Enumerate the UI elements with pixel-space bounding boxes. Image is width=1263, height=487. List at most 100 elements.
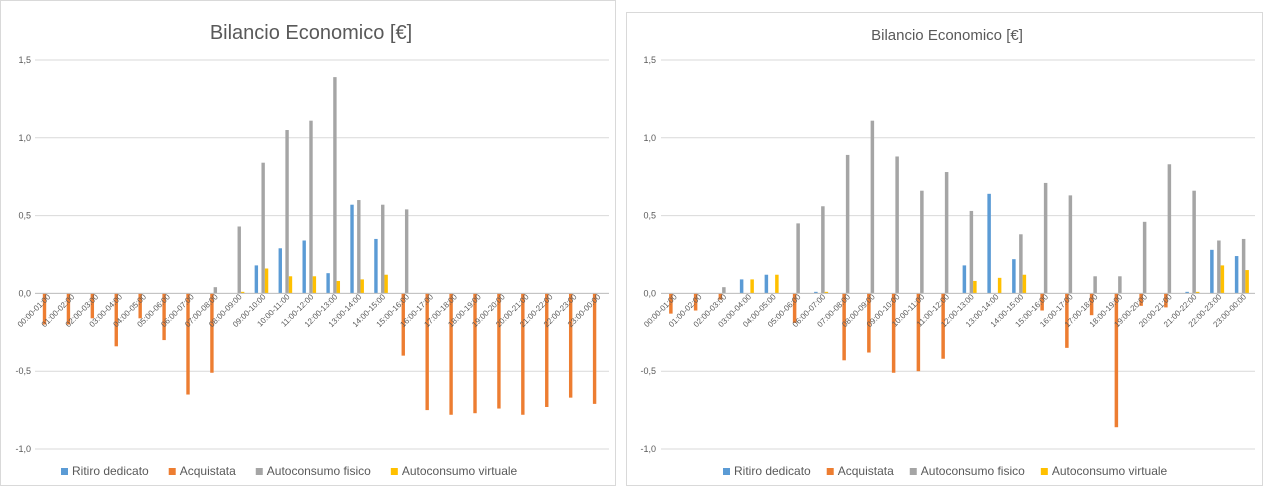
bar-ritiro-dedicato — [764, 274, 769, 294]
bar-ritiro-dedicato — [962, 265, 967, 294]
bar-acquistata — [162, 293, 166, 341]
bar-autoconsumo-fisico — [1093, 276, 1097, 294]
bar-autoconsumo-virtuale — [775, 274, 779, 294]
bar-acquistata — [473, 293, 477, 414]
legend-label: Acquistata — [838, 464, 894, 478]
legend-label: Autoconsumo fisico — [267, 464, 371, 478]
bar-acquistata — [401, 293, 405, 356]
bar-ritiro-dedicato — [987, 193, 991, 294]
bar-autoconsumo-fisico — [1019, 234, 1023, 294]
bar-autoconsumo-fisico — [722, 287, 726, 294]
bar-autoconsumo-virtuale — [973, 280, 977, 294]
bar-autoconsumo-virtuale — [312, 276, 317, 294]
bar-ritiro-dedicato — [1185, 291, 1189, 294]
bar-acquistata — [449, 293, 453, 415]
legend-label: Ritiro dedicato — [72, 464, 149, 478]
legend-label: Autoconsumo fisico — [921, 464, 1025, 478]
bar-autoconsumo-fisico — [969, 210, 974, 294]
bar-acquistata — [1065, 293, 1069, 348]
bar-ritiro-dedicato — [739, 279, 744, 294]
bar-acquistata — [568, 293, 573, 398]
bar-autoconsumo-virtuale — [240, 291, 245, 294]
bar-acquistata — [916, 293, 921, 372]
legend-label: Autoconsumo virtuale — [1052, 464, 1168, 478]
bar-acquistata — [842, 293, 846, 361]
bar-acquistata — [792, 293, 797, 323]
bar-autoconsumo-fisico — [1217, 240, 1221, 294]
bar-acquistata — [186, 293, 190, 395]
bar-acquistata — [545, 293, 549, 407]
y-tick-label: 1,0 — [18, 133, 31, 143]
bar-autoconsumo-fisico — [309, 120, 313, 294]
bar-acquistata — [1114, 293, 1119, 428]
bar-autoconsumo-fisico — [213, 287, 218, 294]
legend-swatch — [168, 468, 176, 475]
bar-autoconsumo-fisico — [870, 120, 875, 294]
bar-acquistata — [1040, 293, 1044, 311]
bar-autoconsumo-virtuale — [384, 274, 388, 294]
bar-ritiro-dedicato — [374, 238, 378, 294]
bar-autoconsumo-fisico — [1167, 164, 1172, 294]
chart-title: Bilancio Economico [€] — [210, 22, 412, 44]
chart-title: Bilancio Economico [€] — [871, 27, 1023, 44]
bar-ritiro-dedicato — [1234, 256, 1239, 294]
bar-ritiro-dedicato — [302, 240, 306, 294]
bar-autoconsumo-virtuale — [336, 280, 341, 294]
bar-autoconsumo-fisico — [920, 190, 924, 294]
y-tick-label: -0,5 — [15, 366, 31, 376]
bar-autoconsumo-fisico — [944, 172, 949, 294]
bar-ritiro-dedicato — [1210, 249, 1214, 294]
legend-swatch — [61, 468, 68, 475]
y-tick-label: 0,5 — [18, 211, 31, 221]
bar-autoconsumo-virtuale — [1022, 274, 1027, 294]
bar-autoconsumo-virtuale — [1195, 291, 1200, 294]
bar-acquistata — [42, 293, 47, 325]
y-tick-label: 1,5 — [18, 55, 31, 65]
bar-autoconsumo-fisico — [333, 77, 337, 294]
bar-autoconsumo-fisico — [237, 226, 241, 294]
bar-acquistata — [941, 293, 945, 359]
legend-swatch — [723, 468, 730, 475]
bar-acquistata — [1139, 293, 1143, 306]
bar-autoconsumo-fisico — [821, 206, 825, 294]
bar-autoconsumo-fisico — [1142, 221, 1147, 294]
legend-label: Autoconsumo virtuale — [402, 464, 518, 478]
bar-autoconsumo-fisico — [1043, 182, 1048, 294]
bar-acquistata — [718, 293, 723, 300]
bar-autoconsumo-virtuale — [264, 268, 269, 294]
bar-autoconsumo-virtuale — [360, 279, 364, 294]
chart-panel-right: Bilancio Economico [€] -1,0 -0,5 0,0 0,5 1,0 1… — [626, 12, 1263, 486]
y-tick-label: -0,5 — [640, 366, 656, 376]
y-tick-label: 0,5 — [643, 211, 656, 221]
bar-ritiro-dedicato — [278, 248, 282, 294]
bar-autoconsumo-fisico — [1068, 195, 1073, 294]
chart-panel-left: Bilancio Economico [€] -1,0 -0,5 0,0 0,5 1,0 1… — [0, 0, 616, 486]
legend-swatch — [1040, 468, 1048, 475]
bar-acquistata — [867, 293, 871, 353]
bar-autoconsumo-virtuale — [288, 276, 293, 294]
bar-ritiro-dedicato — [1012, 259, 1016, 294]
y-tick-label: 0,0 — [18, 288, 31, 298]
y-tick-label: 1,0 — [643, 133, 656, 143]
bar-acquistata — [210, 293, 214, 373]
bar-acquistata — [425, 293, 429, 411]
bar-autoconsumo-fisico — [261, 162, 265, 294]
bar-autoconsumo-virtuale — [997, 277, 1002, 294]
y-tick-label: 1,5 — [643, 55, 656, 65]
bar-ritiro-dedicato — [350, 204, 354, 294]
bar-ritiro-dedicato — [814, 291, 818, 294]
y-tick-label: -1,0 — [15, 444, 31, 454]
bar-autoconsumo-fisico — [357, 200, 361, 294]
bar-autoconsumo-virtuale — [824, 291, 829, 294]
legend-swatch — [826, 468, 834, 475]
chart-left-svg: Bilancio Economico [€] -1,0 -0,5 0,0 0,5 1,0 1… — [15, 22, 609, 478]
bar-autoconsumo-fisico — [1241, 238, 1246, 294]
bar-autoconsumo-fisico — [285, 130, 289, 294]
bar-autoconsumo-fisico — [404, 209, 409, 294]
bar-acquistata — [521, 293, 525, 415]
bar-autoconsumo-fisico — [1192, 190, 1196, 294]
bar-autoconsumo-fisico — [895, 156, 899, 294]
bar-acquistata — [90, 293, 95, 319]
bar-ritiro-dedicato — [326, 273, 330, 294]
legend-swatch — [255, 468, 263, 475]
